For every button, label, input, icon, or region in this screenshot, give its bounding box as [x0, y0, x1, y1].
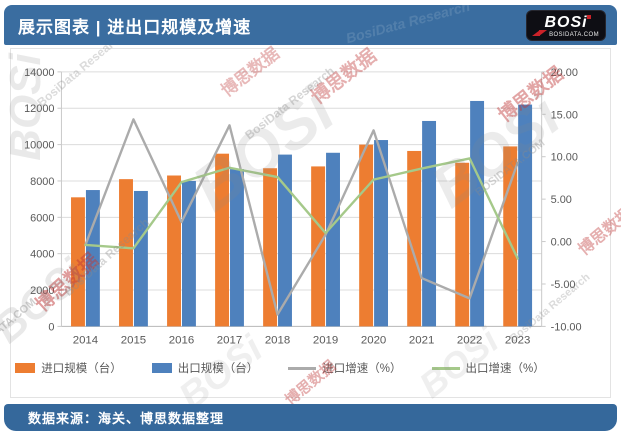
- bar-import-2020: [359, 144, 374, 327]
- right-axis-label: 20.00: [551, 67, 578, 79]
- right-axis-label: 0.00: [551, 237, 572, 249]
- footer-bar: 数据来源：海关、博思数据整理: [4, 404, 617, 431]
- bar-export-2016: [181, 180, 196, 327]
- legend-item-export-scale: 出口规模（台）: [151, 360, 259, 376]
- import-scale-swatch: [15, 363, 36, 373]
- bar-import-2017: [215, 153, 230, 327]
- export-growth-swatch: [431, 366, 460, 370]
- logo-text: BOSi: [544, 13, 588, 31]
- bar-import-2021: [407, 150, 422, 327]
- bar-export-2014: [85, 190, 100, 327]
- bar-import-2014: [71, 197, 85, 327]
- header-bar: 展示图表 | 进出口规模及增速 BosiData Research BOSi B…: [4, 0, 617, 46]
- legend-label: 出口增速（%）: [465, 363, 545, 375]
- bosi-logo: BOSi BOSIDATA.COM: [527, 10, 605, 40]
- left-axis-label: 10000: [24, 140, 54, 152]
- bar-import-2018: [263, 168, 278, 327]
- legend-item-import-growth: 进口增速（%）: [288, 360, 402, 376]
- right-axis-label: 10.00: [551, 152, 578, 164]
- bar-export-2017: [230, 169, 244, 327]
- logo-dot-icon: [587, 14, 591, 19]
- page-title: 展示图表 | 进出口规模及增速: [18, 17, 252, 37]
- right-axis-label: 5.00: [551, 194, 572, 206]
- chart-canvas: 0 2000 4000 6000 8000 10000 12000 14000 -10.00 -5…: [10, 48, 611, 398]
- right-axis-label: -5.00: [551, 279, 576, 291]
- legend-label: 进口增速（%）: [322, 363, 402, 375]
- x-tick-label: 2015: [121, 334, 146, 346]
- legend-label: 出口规模（台）: [177, 363, 259, 375]
- left-axis-label: 14000: [24, 67, 54, 79]
- bar-export-2020: [374, 140, 389, 327]
- left-axis-label: 4000: [30, 249, 54, 261]
- left-axis-label: 2000: [30, 285, 54, 297]
- right-axis-label: 15.00: [551, 109, 578, 121]
- data-source: 数据来源：海关、博思数据整理: [28, 411, 225, 426]
- x-tick-label: 2021: [409, 334, 434, 346]
- export-growth-line: [84, 157, 519, 260]
- left-axis-label: 0: [48, 321, 54, 333]
- bar-export-2018: [278, 154, 292, 327]
- import-growth-swatch: [288, 366, 317, 370]
- legend-label: 进口规模（台）: [41, 363, 122, 375]
- import-growth-line: [84, 118, 519, 316]
- legend: 进口规模（台） 出口规模（台） 进口增速（%） 出口增速（%）: [0, 360, 560, 376]
- bar-export-2023: [518, 104, 533, 327]
- export-scale-swatch: [151, 363, 172, 373]
- bar-import-2015: [119, 179, 133, 327]
- x-tick-label: 2023: [505, 334, 530, 346]
- x-tick-label: 2019: [313, 334, 338, 346]
- x-tick-label: 2016: [169, 334, 194, 346]
- left-axis-label: 6000: [30, 212, 54, 224]
- logo-zigzag-icon: [539, 29, 547, 36]
- bar-export-2021: [422, 120, 437, 327]
- logo-domain: BOSIDATA.COM: [549, 31, 599, 38]
- legend-item-export-growth: 出口增速（%）: [431, 360, 545, 376]
- bar-export-2015: [133, 190, 148, 327]
- x-tick-label: 2014: [73, 334, 99, 346]
- x-tick-label: 2018: [265, 334, 290, 346]
- x-tick-label: 2017: [217, 334, 242, 346]
- x-tick-label: 2022: [457, 334, 482, 346]
- x-tick-label: 2020: [361, 334, 386, 346]
- watermark: BosiData Research: [344, 0, 472, 47]
- right-axis-label: -10.00: [551, 321, 582, 333]
- bar-export-2019: [326, 152, 340, 327]
- legend-item-import-scale: 进口规模（台）: [15, 360, 122, 376]
- left-axis-label: 8000: [30, 176, 54, 188]
- bar-import-2022: [455, 162, 470, 327]
- left-axis-label: 12000: [24, 103, 54, 115]
- logo-zigzag-icon: [532, 29, 540, 36]
